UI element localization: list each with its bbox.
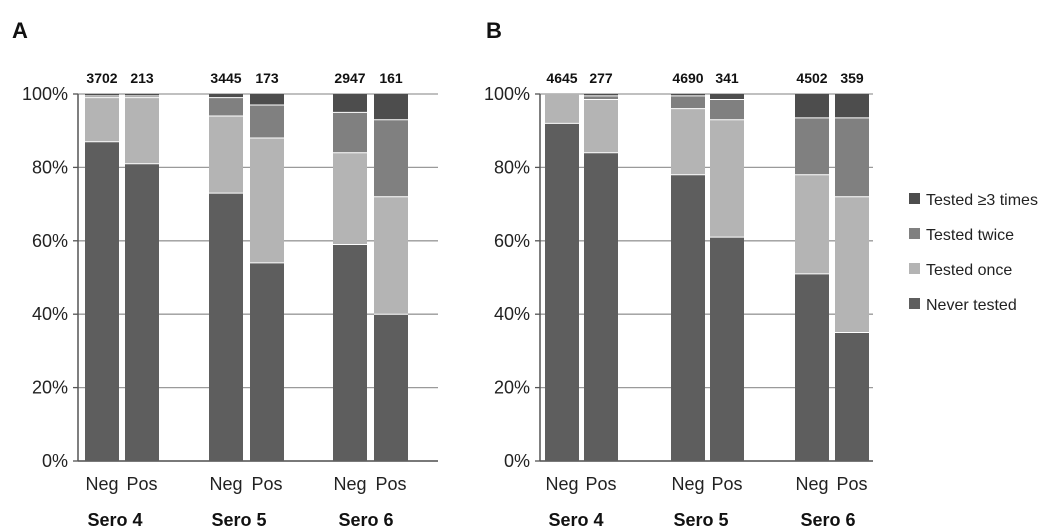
bar-segment-never-tested [374, 314, 408, 461]
bar-segment-never-tested [835, 332, 869, 461]
bar-segment-never-tested [125, 163, 159, 462]
bar-segment-tested-once [374, 196, 408, 315]
legend-label: Tested twice [926, 227, 1014, 244]
bar-segment-tested-twice [250, 105, 284, 139]
legend-label: Tested once [926, 262, 1012, 279]
y-tick-label: 60% [32, 231, 68, 251]
bar-segment-tested-once [545, 94, 579, 124]
group-label: Sero 5 [673, 510, 728, 530]
x-category-label: Neg [333, 474, 366, 494]
x-category-label: Neg [209, 474, 242, 494]
bar-segment-tested-twice [795, 117, 829, 175]
bar-segment-tested-twice [710, 99, 744, 120]
sample-size-label: 359 [840, 70, 864, 86]
legend-swatch [909, 193, 920, 204]
bar-segment-never-tested [545, 123, 579, 462]
sample-size-label: 3702 [86, 70, 117, 86]
y-tick-label: 100% [22, 84, 68, 104]
y-tick-label: 40% [32, 304, 68, 324]
bar-segment-never-tested [710, 237, 744, 461]
bar-segment-tested-3-times [584, 94, 618, 96]
legend-swatch [909, 228, 920, 239]
bar-segment-tested-once [835, 196, 869, 333]
sample-size-label: 2947 [334, 70, 365, 86]
bar-segment-tested-once [85, 97, 119, 142]
bar-segment-tested-3-times [374, 94, 408, 120]
y-tick-label: 0% [42, 451, 68, 471]
bar-segment-never-tested [671, 174, 705, 462]
bar-segment-never-tested [209, 193, 243, 461]
bar-segment-tested-twice [333, 112, 367, 153]
sample-size-label: 3445 [210, 70, 241, 86]
x-category-label: Pos [375, 474, 406, 494]
bar-segment-never-tested [250, 262, 284, 461]
legend-swatch [909, 298, 920, 309]
bar-segment-tested-3-times [333, 94, 367, 113]
x-category-label: Pos [836, 474, 867, 494]
x-category-label: Pos [251, 474, 282, 494]
bar-segment-tested-3-times [795, 94, 829, 118]
legend-label: Never tested [926, 297, 1017, 314]
bar-segment-tested-3-times [250, 94, 284, 106]
bar-segment-tested-twice [374, 119, 408, 197]
bar-segment-tested-once [795, 174, 829, 274]
bar-segment-never-tested [584, 152, 618, 461]
x-category-label: Neg [795, 474, 828, 494]
sample-size-label: 161 [379, 70, 403, 86]
bar-segment-tested-twice [671, 95, 705, 109]
y-tick-label: 60% [494, 231, 530, 251]
panel-label: A [12, 18, 28, 43]
bar-segment-tested-3-times [671, 94, 705, 96]
bar-segment-tested-once [710, 119, 744, 238]
y-tick-label: 20% [32, 378, 68, 398]
bar-segment-tested-once [333, 152, 367, 245]
sample-size-label: 213 [130, 70, 154, 86]
x-category-label: Pos [711, 474, 742, 494]
bar-segment-never-tested [795, 273, 829, 461]
bar-segment-tested-once [584, 99, 618, 153]
bar-segment-tested-3-times [125, 94, 159, 96]
group-label: Sero 4 [87, 510, 142, 530]
sample-size-label: 4502 [796, 70, 827, 86]
panel-label: B [486, 18, 502, 43]
bar-segment-never-tested [333, 244, 367, 461]
bar-segment-tested-twice [85, 95, 119, 98]
y-tick-label: 40% [494, 304, 530, 324]
x-category-label: Pos [585, 474, 616, 494]
y-tick-label: 0% [504, 451, 530, 471]
sample-size-label: 341 [715, 70, 739, 86]
bar-segment-tested-twice [584, 95, 618, 100]
group-label: Sero 6 [338, 510, 393, 530]
legend-swatch [909, 263, 920, 274]
group-label: Sero 4 [548, 510, 603, 530]
bar-segment-tested-once [250, 138, 284, 263]
bar-segment-tested-once [209, 116, 243, 194]
x-category-label: Neg [545, 474, 578, 494]
y-tick-label: 80% [494, 157, 530, 177]
bar-segment-tested-once [671, 108, 705, 175]
x-category-label: Neg [671, 474, 704, 494]
y-tick-label: 80% [32, 157, 68, 177]
x-category-label: Neg [85, 474, 118, 494]
bar-segment-tested-3-times [85, 94, 119, 96]
group-label: Sero 5 [211, 510, 266, 530]
bar-segment-tested-once [125, 97, 159, 164]
sample-size-label: 173 [255, 70, 279, 86]
y-tick-label: 100% [484, 84, 530, 104]
bar-segment-never-tested [85, 141, 119, 461]
legend-label: Tested ≥3 times [926, 192, 1038, 209]
bar-segment-tested-twice [835, 117, 869, 197]
sample-size-label: 4645 [546, 70, 577, 86]
bar-segment-tested-twice [125, 95, 159, 98]
bar-segment-tested-3-times [835, 94, 869, 118]
bar-segment-tested-3-times [710, 94, 744, 100]
group-label: Sero 6 [800, 510, 855, 530]
x-category-label: Pos [126, 474, 157, 494]
sample-size-label: 277 [589, 70, 613, 86]
bar-segment-tested-3-times [209, 94, 243, 98]
bar-segment-tested-twice [209, 97, 243, 117]
sample-size-label: 4690 [672, 70, 703, 86]
y-tick-label: 20% [494, 378, 530, 398]
